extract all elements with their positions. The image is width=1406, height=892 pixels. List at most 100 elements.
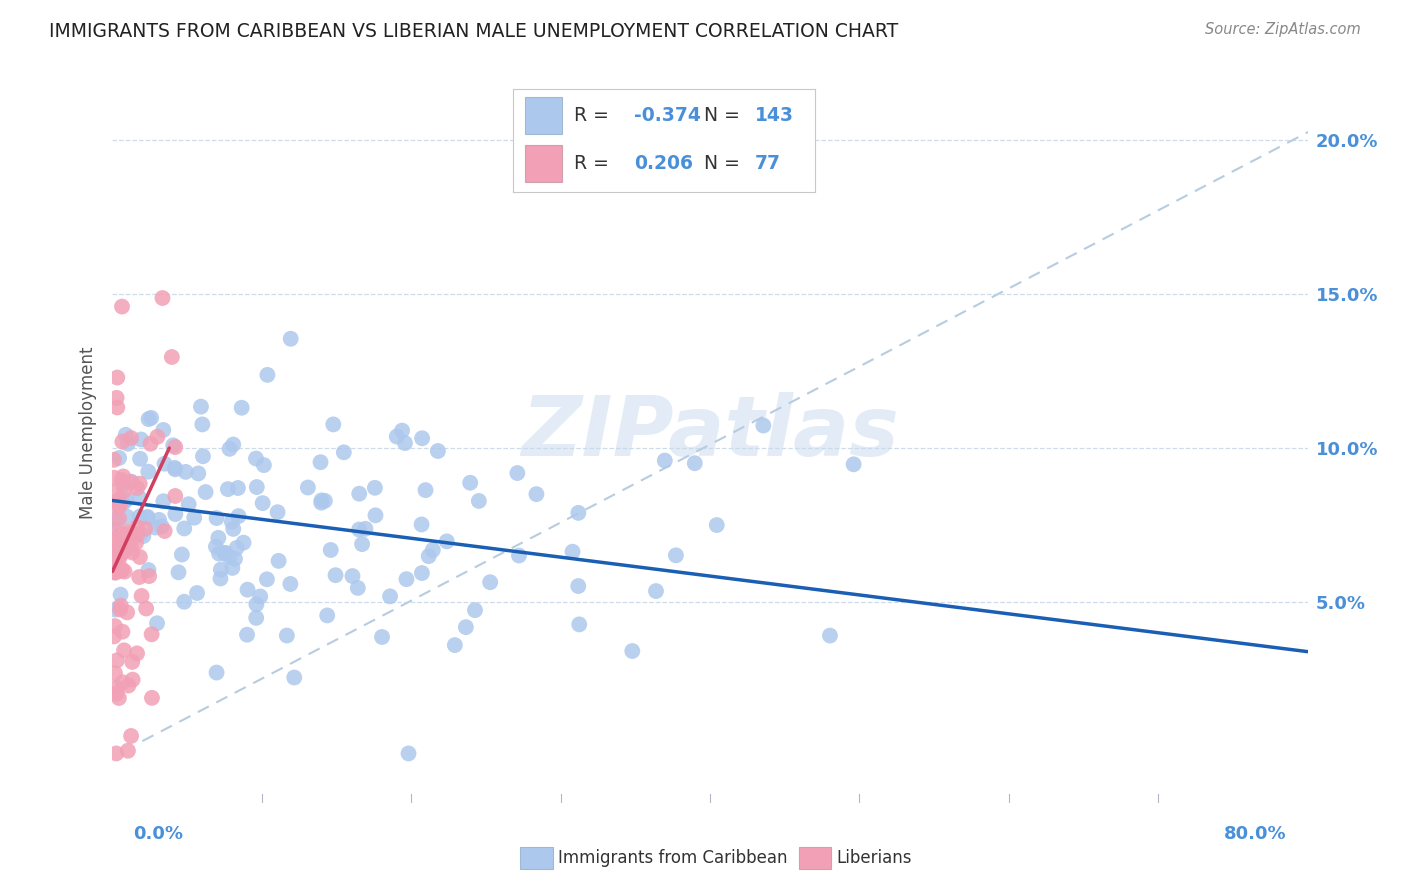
Point [117,744,139,758]
Point [127,520,149,534]
Point [526,487,548,501]
Point [506,466,529,480]
Point [105,653,128,667]
Text: ZIPatlas: ZIPatlas [522,392,898,473]
Text: R =: R = [574,153,620,172]
Point [245,611,267,625]
Point [479,575,502,590]
Point [129,451,152,466]
Point [246,480,269,494]
Point [398,747,420,761]
Point [146,616,169,631]
Text: N =: N = [703,153,745,172]
Point [245,451,267,466]
Point [138,563,160,577]
Point [104,512,127,526]
Point [283,671,305,685]
Point [232,535,254,549]
Y-axis label: Male Unemployment: Male Unemployment [79,346,97,519]
Point [225,541,247,555]
Point [267,554,290,568]
Point [314,493,336,508]
Point [103,539,125,553]
Point [468,494,491,508]
Point [121,545,143,559]
Point [297,481,319,495]
Point [111,675,134,690]
Point [115,606,138,620]
Bar [526,97,561,135]
Point [222,522,245,536]
Point [209,563,232,577]
Point [165,507,187,521]
Point [162,438,184,452]
Point [117,679,139,693]
Point [567,579,589,593]
Point [117,527,139,541]
Point [706,518,728,533]
Point [103,471,125,485]
Text: 80.0%: 80.0% [1223,825,1286,843]
Point [411,517,433,532]
Point [120,431,142,445]
Point [347,523,370,537]
Point [104,523,127,537]
Point [153,524,176,538]
Point [364,508,387,523]
Point [114,543,136,558]
Point [136,510,159,524]
Point [138,412,160,426]
Point [280,577,302,591]
Point [117,436,139,450]
Point [112,496,135,510]
Point [256,572,278,586]
Point [138,569,160,583]
Point [125,528,148,542]
Point [112,643,135,657]
Point [105,500,128,514]
Point [105,370,128,384]
Text: Immigrants from Caribbean: Immigrants from Caribbean [558,849,787,867]
Point [136,465,159,479]
Point [426,444,449,458]
Point [139,436,162,450]
Point [104,484,127,499]
Point [152,423,174,437]
Point [108,552,131,566]
Point [107,539,129,553]
Point [325,568,347,582]
Point [112,528,135,542]
Point [160,350,183,364]
Text: R =: R = [574,106,614,126]
Point [141,690,163,705]
Point [228,509,250,524]
Point [148,513,170,527]
Point [561,544,583,558]
Point [134,522,156,536]
Point [683,456,706,470]
Point [249,590,271,604]
Point [111,562,134,576]
Point [221,515,243,529]
Point [111,534,134,549]
Point [128,570,150,584]
Point [120,729,142,743]
Point [111,434,134,449]
Point [110,547,132,561]
Point [411,566,433,580]
Point [108,511,131,525]
Point [173,521,195,535]
Point [245,598,267,612]
Point [127,481,149,495]
Point [108,528,131,542]
Point [842,458,865,472]
Point [111,624,134,639]
Point [454,620,477,634]
Point [143,520,166,534]
Point [411,431,433,445]
Point [347,486,370,500]
Point [112,469,135,483]
Point [458,475,481,490]
Point [226,481,249,495]
Point [280,332,302,346]
